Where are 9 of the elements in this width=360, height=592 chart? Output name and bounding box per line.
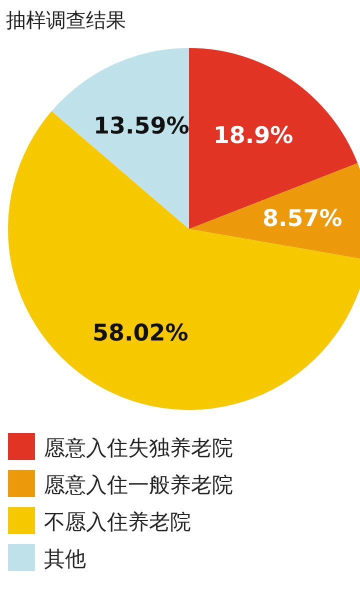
legend-label: 愿意入住一般养老院 <box>44 473 233 497</box>
legend-label: 其他 <box>44 547 86 571</box>
legend-label: 愿意入住失独养老院 <box>44 436 233 460</box>
legend-label: 不愿入住养老院 <box>44 510 191 534</box>
data-label: 8.57% <box>262 206 342 232</box>
chart-title: 抽样调查结果 <box>6 8 126 32</box>
data-label: 13.59% <box>93 114 190 140</box>
data-label: 58.02% <box>92 320 188 346</box>
data-label: 18.9% <box>213 123 294 150</box>
